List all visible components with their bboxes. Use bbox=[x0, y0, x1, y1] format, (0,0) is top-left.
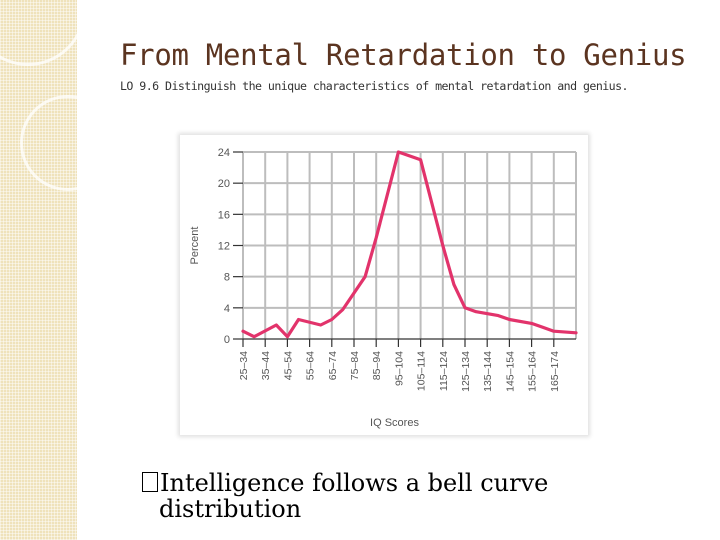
x-tick-label: 65–74 bbox=[327, 351, 339, 380]
x-tick-labels: 25–34 35–44 45–54 55–64 65–74 75–84 85–94 95–10… bbox=[238, 351, 561, 392]
x-tick-label: 55–64 bbox=[305, 351, 317, 380]
x-tick-label: 135–144 bbox=[482, 351, 494, 392]
x-tick-label: 75–84 bbox=[349, 351, 361, 380]
y-tick-label: 0 bbox=[224, 334, 230, 346]
x-tick-label: 35–44 bbox=[260, 351, 272, 380]
y-tick-label: 8 bbox=[224, 272, 230, 284]
bullet-text-line2: distribution bbox=[159, 495, 302, 523]
y-tick-labels: 0 4 8 12 16 20 24 bbox=[218, 147, 230, 346]
series-line bbox=[241, 150, 578, 339]
y-tick-label: 16 bbox=[218, 209, 230, 221]
x-tick-label: 25–34 bbox=[238, 351, 250, 380]
x-tick-label: 125–134 bbox=[460, 351, 472, 392]
x-tick-label: 105–114 bbox=[416, 351, 428, 391]
decorative-sidebar bbox=[0, 0, 77, 540]
y-tick-label: 12 bbox=[218, 241, 230, 253]
x-tick-label: 95–104 bbox=[393, 351, 405, 386]
chart-grid bbox=[242, 151, 577, 339]
bullet-point: Intelligence follows a bell curve distri… bbox=[142, 470, 702, 522]
decorative-ring bbox=[0, 0, 77, 66]
x-tick-label: 115–124 bbox=[438, 351, 450, 391]
iq-distribution-chart: 0 4 8 12 16 20 24 25–34 35–44 45–54 55–64 65–74 75–… bbox=[189, 147, 578, 429]
x-tick-label: 165–174 bbox=[549, 351, 561, 392]
decorative-ring bbox=[20, 95, 77, 191]
x-tick-label: 155–164 bbox=[527, 351, 539, 392]
y-axis-label: Percent bbox=[189, 227, 201, 265]
x-axis-label: IQ Scores bbox=[370, 417, 419, 429]
slide-title: From Mental Retardation to Genius bbox=[120, 38, 687, 72]
chart-panel: 0 4 8 12 16 20 24 25–34 35–44 45–54 55–64 65–74 75–… bbox=[180, 135, 588, 435]
x-tick-label: 145–154 bbox=[504, 351, 516, 392]
chart-axes bbox=[233, 151, 576, 347]
y-tick-label: 20 bbox=[218, 178, 230, 190]
x-tick-label: 85–94 bbox=[371, 351, 383, 380]
bullet-glyph-icon bbox=[142, 472, 158, 492]
slide-subtitle: LO 9.6 Distinguish the unique characteri… bbox=[120, 79, 629, 93]
y-tick-label: 4 bbox=[224, 303, 230, 315]
x-tick-label: 45–54 bbox=[282, 351, 294, 380]
y-tick-label: 24 bbox=[218, 147, 230, 159]
bullet-text-line1: Intelligence follows a bell curve bbox=[160, 469, 549, 497]
